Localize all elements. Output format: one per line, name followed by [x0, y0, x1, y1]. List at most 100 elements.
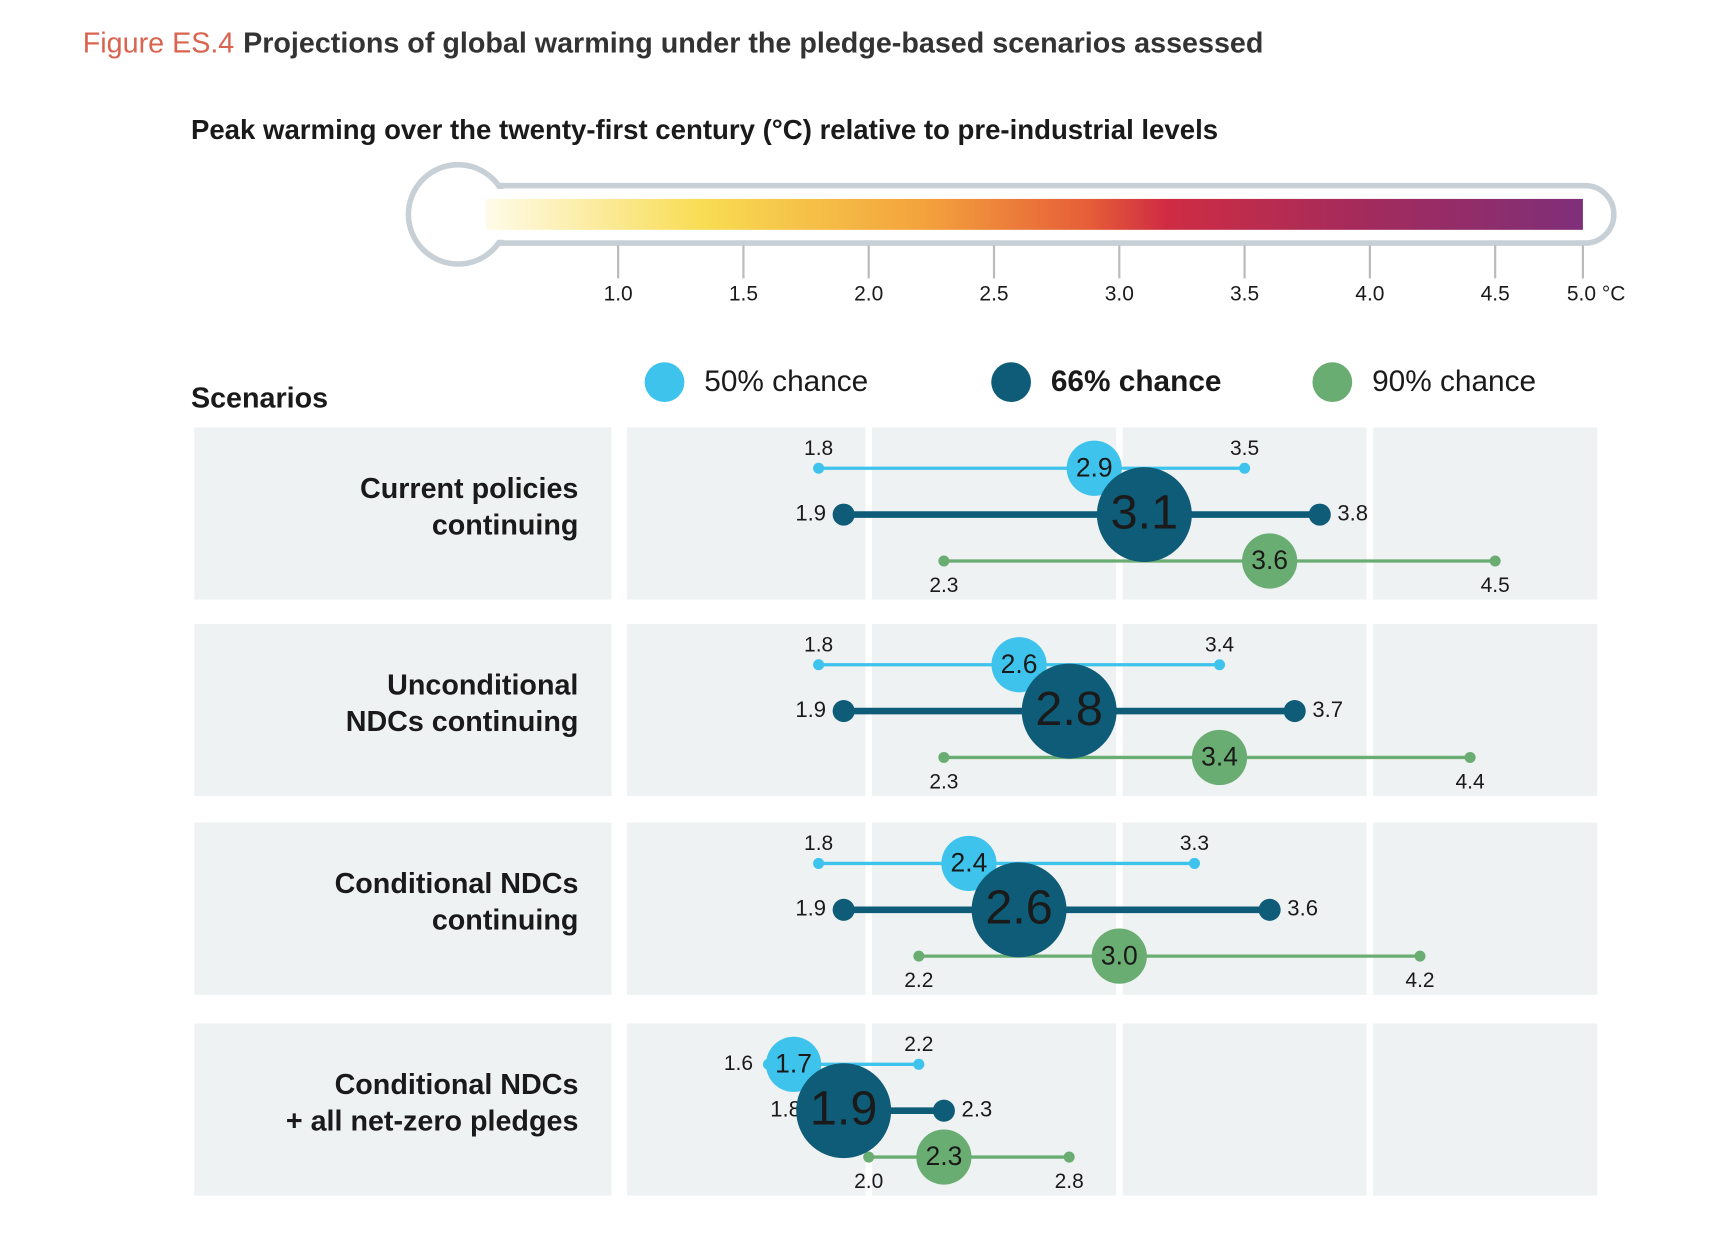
category-label: NDCs continuing — [346, 706, 579, 738]
categories-title: Scenarios — [191, 382, 328, 414]
x-tick-label: 2.0 — [854, 282, 883, 305]
median-bubble — [765, 1036, 822, 1092]
range-high — [1258, 898, 1281, 921]
median-bubble — [1096, 467, 1192, 563]
range-low — [832, 700, 855, 723]
median-label: 2.4 — [951, 848, 988, 878]
low-label: 1.8 — [804, 634, 833, 657]
high-label: 3.7 — [1312, 697, 1343, 722]
median-label: 2.3 — [925, 1141, 962, 1171]
heat-bar — [485, 198, 1583, 230]
subtitle: Peak warming over the twenty-first centu… — [191, 114, 1218, 145]
median-label: 1.9 — [810, 1082, 878, 1136]
category-panel — [194, 1023, 612, 1196]
range-high — [1464, 751, 1476, 763]
x-tick-label: 4.5 — [1481, 282, 1510, 305]
median-label: 2.9 — [1076, 452, 1113, 482]
range-high — [913, 1058, 925, 1070]
category-panel — [194, 623, 612, 797]
range-low — [938, 751, 950, 763]
range-high — [1489, 555, 1501, 567]
high-label: 3.3 — [1180, 832, 1209, 855]
median-bubble — [941, 835, 997, 892]
high-label: 3.6 — [1287, 896, 1318, 921]
category-label: continuing — [432, 509, 579, 541]
x-tick-label: 3.5 — [1230, 282, 1259, 305]
low-label: 1.8 — [804, 437, 833, 460]
range-high — [1063, 1151, 1075, 1163]
range-low — [913, 950, 925, 962]
legend-label: 50% chance — [704, 365, 868, 398]
range-low — [832, 503, 855, 526]
range-high — [1283, 700, 1306, 723]
figure-label: Figure ES.4 — [83, 27, 235, 59]
range-low — [813, 857, 825, 869]
category-panel — [194, 822, 612, 995]
category-label: Unconditional — [387, 669, 578, 701]
low-label: 2.2 — [904, 969, 933, 992]
legend-label: 90% chance — [1372, 365, 1536, 398]
category-label: continuing — [432, 905, 579, 937]
median-bubble — [1021, 663, 1117, 759]
range-low — [832, 898, 855, 921]
median-label: 2.8 — [1035, 682, 1103, 736]
range-high — [1414, 950, 1426, 962]
median-bubble — [1242, 533, 1298, 589]
range-low — [938, 555, 950, 567]
range-high — [932, 1099, 955, 1122]
median-bubble — [1091, 928, 1147, 984]
median-bubble — [1066, 440, 1122, 496]
high-label: 4.2 — [1405, 969, 1434, 992]
high-label: 4.4 — [1456, 770, 1485, 793]
high-label: 3.4 — [1205, 634, 1234, 657]
x-tick-label: 5.0 °C — [1567, 282, 1626, 305]
range-low — [813, 462, 825, 474]
median-bubble — [796, 1063, 892, 1159]
median-label: 2.6 — [985, 881, 1053, 935]
high-label: 3.8 — [1337, 500, 1368, 525]
high-label: 2.3 — [962, 1097, 993, 1122]
low-label: 1.9 — [795, 697, 826, 722]
median-bubble — [916, 1129, 972, 1185]
legend-marker — [991, 362, 1031, 403]
category-panel — [194, 427, 612, 600]
range-high — [1188, 857, 1200, 869]
range-low — [863, 1151, 875, 1163]
low-label: 2.3 — [929, 574, 958, 597]
range-high — [1239, 462, 1251, 474]
category-label: + all net-zero pledges — [286, 1105, 579, 1137]
high-label: 3.5 — [1230, 437, 1259, 460]
legend-marker — [1312, 362, 1353, 403]
low-label: 1.8 — [804, 832, 833, 855]
median-bubble — [971, 862, 1067, 958]
figure-title: Figure ES.4 Projections of global warming… — [83, 27, 1264, 59]
x-tick-label: 3.0 — [1105, 282, 1134, 305]
low-label: 2.0 — [854, 1170, 883, 1193]
category-label: Conditional NDCs — [335, 868, 579, 900]
low-label: 1.6 — [724, 1052, 753, 1075]
legend-label: 66% chance — [1051, 365, 1222, 398]
category-label: Current policies — [360, 473, 578, 505]
median-label: 3.4 — [1201, 742, 1238, 772]
median-label: 3.1 — [1111, 486, 1179, 540]
x-tick-label: 1.0 — [604, 282, 633, 305]
high-label: 2.2 — [904, 1033, 933, 1056]
legend-marker — [644, 362, 685, 403]
range-low — [813, 659, 825, 671]
median-label: 1.7 — [775, 1048, 812, 1078]
median-bubble — [991, 637, 1047, 693]
range-high — [1214, 659, 1226, 671]
median-label: 3.6 — [1251, 545, 1288, 575]
median-label: 3.0 — [1101, 940, 1138, 970]
low-label: 1.9 — [795, 500, 826, 525]
title: Projections of global warming under the … — [243, 27, 1263, 59]
high-label: 2.8 — [1055, 1170, 1084, 1193]
low-label: 1.9 — [795, 896, 826, 921]
category-label: Conditional NDCs — [335, 1069, 579, 1101]
range-high — [1308, 503, 1331, 526]
low-label: 1.8 — [770, 1097, 801, 1122]
x-tick-label: 4.0 — [1355, 282, 1384, 305]
median-bubble — [1191, 729, 1248, 786]
